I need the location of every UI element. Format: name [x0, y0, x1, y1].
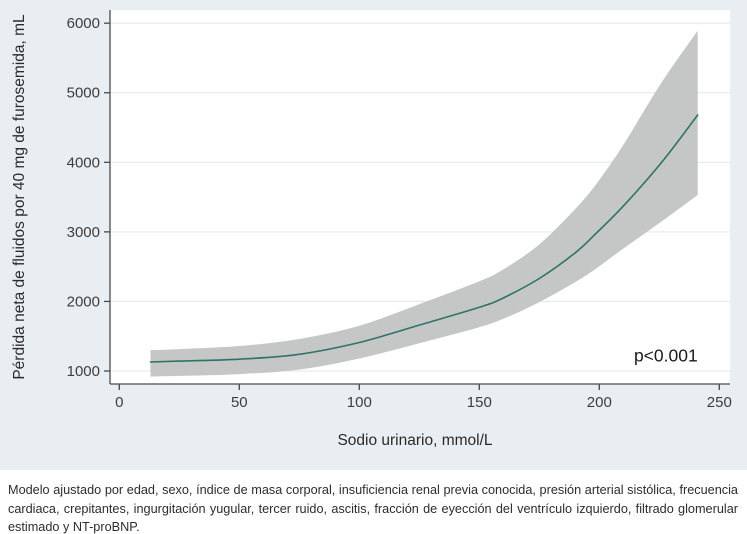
- x-tick-label: 200: [587, 394, 612, 411]
- y-tick-label: 5000: [67, 85, 100, 102]
- y-axis-ticks: 1000 2000 3000 4000 5000 6000: [67, 15, 110, 380]
- y-tick-label: 2000: [67, 293, 100, 310]
- y-tick-label: 4000: [67, 154, 100, 171]
- regression-line: [149, 114, 699, 363]
- x-tick-label: 50: [231, 394, 248, 411]
- chart-footnote-area: Modelo ajustado por edad, sexo, índice d…: [0, 470, 747, 534]
- x-tick-label: 150: [467, 394, 492, 411]
- x-axis-title: Sodio urinario, mmol/L: [337, 432, 492, 449]
- fluid-loss-vs-urinary-sodium-chart: 1000 2000 3000 4000 5000 6000 0 50 100 150 200 250 S…: [0, 0, 747, 470]
- y-tick-label: 3000: [67, 224, 100, 241]
- y-tick-label: 1000: [67, 363, 100, 380]
- x-tick-label: 0: [115, 394, 123, 411]
- p-value-annotation: p<0.001: [634, 345, 698, 365]
- y-tick-label: 6000: [67, 15, 100, 32]
- confidence-band: [150, 30, 698, 377]
- x-axis-ticks: 0 50 100 150 200 250: [115, 384, 732, 411]
- x-tick-label: 100: [347, 394, 372, 411]
- chart-container: 1000 2000 3000 4000 5000 6000 0 50 100 150 200 250 S…: [0, 0, 747, 470]
- model-adjustment-footnote: Modelo ajustado por edad, sexo, índice d…: [8, 483, 738, 534]
- x-tick-label: 250: [707, 394, 732, 411]
- y-axis-title: Pérdida neta de fluidos por 40 mg de fur…: [11, 14, 28, 380]
